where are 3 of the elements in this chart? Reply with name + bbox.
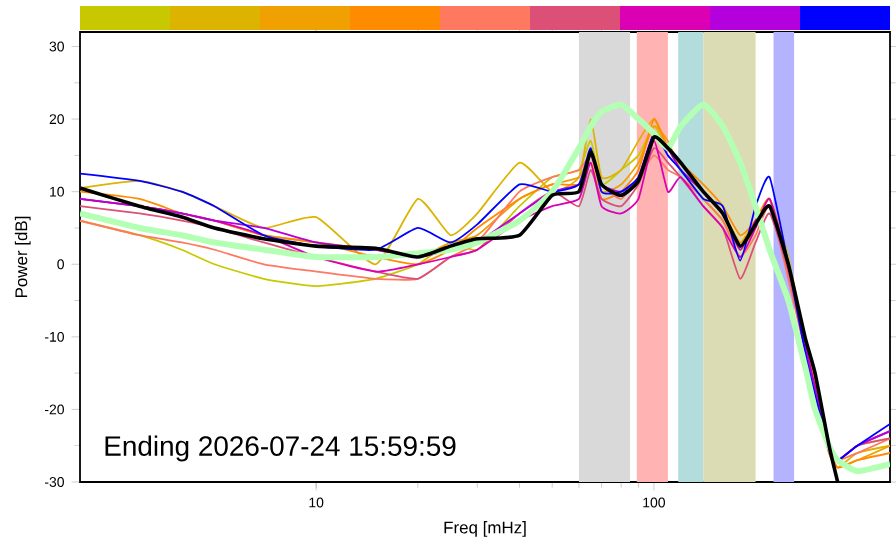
x-axis-title: Freq [mHz] xyxy=(444,521,526,537)
annotation: Ending 2026-07-24 15:59:59 xyxy=(105,435,456,462)
y-axis-title: Power [dB] xyxy=(14,216,31,298)
